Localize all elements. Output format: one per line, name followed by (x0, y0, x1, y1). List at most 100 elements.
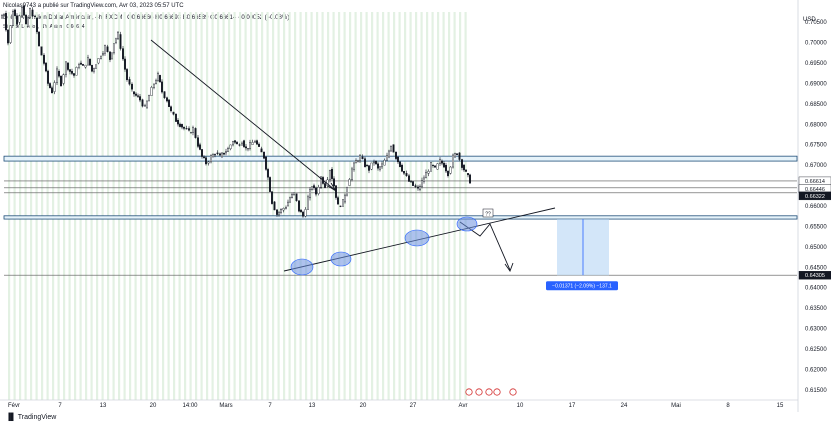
candle-body (373, 161, 376, 164)
candle-body (180, 124, 183, 128)
candle-body (333, 178, 336, 187)
candle-body (401, 164, 404, 172)
candle-body (445, 164, 448, 172)
candle-body (68, 69, 71, 72)
candle-body (86, 57, 89, 66)
session-stripe (327, 12, 330, 400)
session-stripe (46, 12, 49, 400)
candle-body (425, 172, 428, 179)
candle-body (260, 148, 263, 153)
candle-body (38, 31, 41, 47)
session-stripe (453, 12, 456, 400)
session-stripe (294, 12, 297, 400)
candle-body (381, 163, 384, 168)
session-stripe (200, 12, 203, 400)
price-tag: 0.66614 (798, 176, 831, 186)
candles (1, 5, 472, 218)
candle-body (224, 151, 227, 154)
resistance-zone (3, 155, 798, 162)
session-stripe (184, 12, 187, 400)
tradingview-logo-icon: ▐▌ (6, 414, 16, 421)
session-stripe (74, 12, 77, 400)
candle-body (307, 196, 310, 210)
candle-body (427, 171, 430, 174)
candle-body (337, 197, 340, 205)
drawings: ?? (150, 39, 556, 396)
candle-body (163, 91, 166, 98)
price-tag-text: 0.66614 (805, 179, 825, 185)
session-stripe (233, 12, 236, 400)
candle-body (187, 128, 190, 131)
price-tick-label: 0.65000 (805, 245, 827, 251)
candle-body (108, 51, 111, 60)
candle-body (21, 7, 24, 17)
session-stripe (409, 12, 412, 400)
downtrend-arrow-line (150, 39, 336, 191)
symbol-name[interactable]: Dollar Australien/Dollar Américain, 4h, … (3, 15, 123, 21)
candle-body (278, 212, 281, 215)
candle-body (317, 186, 320, 194)
session-stripe (415, 12, 418, 400)
candle-body (309, 189, 312, 199)
candle-body (392, 144, 395, 153)
candle-body (235, 142, 238, 145)
candle-body (399, 161, 402, 167)
session-stripe (41, 12, 44, 400)
candle-body (72, 73, 75, 76)
candle-body (185, 128, 188, 130)
session-stripe (101, 12, 104, 400)
session-stripe (228, 12, 231, 400)
session-stripe (195, 12, 198, 400)
candle-body (346, 187, 349, 196)
session-stripe (305, 12, 308, 400)
session-stripe (250, 12, 253, 400)
candle-body (383, 159, 386, 166)
candle-body (439, 159, 442, 164)
candle-body (248, 142, 251, 149)
candle-body (390, 146, 393, 152)
candle-body (66, 62, 69, 70)
session-stripe (118, 12, 121, 400)
candle-body (311, 186, 314, 190)
session-stripe (459, 12, 462, 400)
candle-body (408, 175, 411, 182)
candle-body (443, 163, 446, 168)
candle-body (289, 197, 292, 203)
candle-body (331, 169, 334, 179)
candle-body (265, 156, 268, 170)
price-tick-label: 0.63000 (805, 327, 827, 333)
session-stripe (255, 12, 258, 400)
session-stripe (272, 12, 275, 400)
candle-body (1, 15, 4, 19)
time-tick-label: 20 (360, 403, 367, 409)
time-tick-label: 13 (309, 403, 316, 409)
candle-body (70, 71, 73, 74)
candle-body (200, 149, 203, 157)
candle-body (355, 160, 358, 164)
candle-body (11, 11, 14, 26)
candle-body (194, 128, 197, 138)
candle-body (461, 159, 464, 168)
candle-body (251, 142, 254, 145)
candle-body (315, 187, 318, 195)
candle-body (40, 46, 43, 56)
session-stripe (376, 12, 379, 400)
candle-body (216, 152, 219, 154)
candle-body (13, 9, 16, 16)
candle-body (287, 201, 290, 207)
candle-body (280, 209, 283, 213)
measure-label-bg (546, 281, 618, 291)
candle-body (49, 83, 52, 88)
price-tick-label: 0.69500 (805, 61, 827, 67)
candle-body (147, 95, 150, 102)
session-stripes (8, 12, 467, 400)
candle-body (377, 163, 380, 169)
candle-body (405, 173, 408, 176)
candle-body (231, 141, 234, 146)
candle-body (121, 48, 124, 60)
time-tick-label: 27 (410, 403, 417, 409)
candle-body (138, 96, 141, 101)
economic-event-flag-icon (509, 388, 517, 396)
candle-body (320, 176, 323, 188)
